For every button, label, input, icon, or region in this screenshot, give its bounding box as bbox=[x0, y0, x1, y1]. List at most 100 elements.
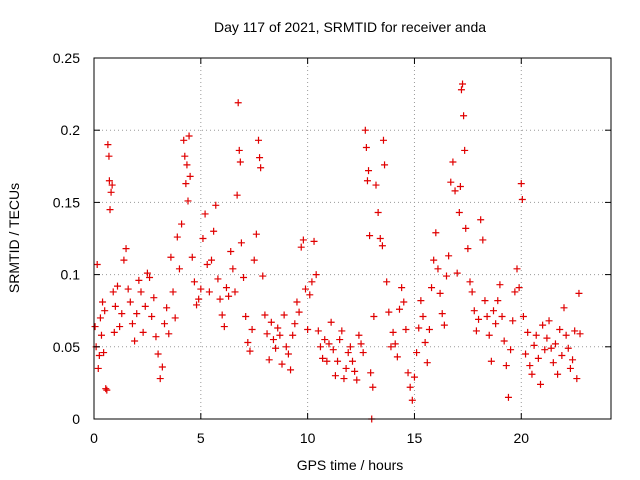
data-point-marker bbox=[220, 323, 228, 331]
data-point-marker bbox=[363, 177, 371, 185]
data-point-marker bbox=[462, 224, 470, 232]
data-point-marker bbox=[385, 308, 393, 316]
data-point-marker bbox=[314, 327, 322, 335]
data-point-marker bbox=[312, 271, 320, 279]
data-point-marker bbox=[576, 330, 584, 338]
data-point-marker bbox=[556, 325, 564, 333]
data-point-marker bbox=[428, 284, 436, 292]
data-point-marker bbox=[349, 357, 356, 365]
data-point-marker bbox=[156, 375, 164, 383]
data-point-marker bbox=[99, 298, 107, 306]
data-point-marker bbox=[169, 288, 177, 296]
data-point-marker bbox=[297, 243, 305, 251]
data-point-marker bbox=[236, 158, 244, 166]
data-point-marker bbox=[289, 331, 297, 339]
data-point-marker bbox=[393, 353, 401, 361]
data-point-marker bbox=[255, 136, 262, 144]
data-point-marker bbox=[485, 331, 493, 339]
data-point-marker bbox=[218, 311, 226, 319]
data-point-marker bbox=[276, 331, 284, 339]
data-point-marker bbox=[91, 323, 99, 331]
data-point-marker bbox=[106, 206, 114, 214]
data-point-marker bbox=[146, 273, 154, 281]
data-point-marker bbox=[101, 307, 109, 315]
data-point-marker bbox=[205, 288, 213, 296]
y-tick-label: 0.05 bbox=[53, 339, 80, 355]
data-point-marker bbox=[181, 152, 189, 160]
data-point-marker bbox=[274, 324, 282, 332]
data-point-marker bbox=[453, 269, 461, 277]
data-point-marker bbox=[109, 288, 117, 296]
data-point-marker bbox=[282, 343, 290, 351]
data-point-marker bbox=[329, 346, 337, 354]
data-point-marker bbox=[108, 181, 116, 189]
data-point-marker bbox=[383, 278, 391, 286]
data-point-marker bbox=[235, 146, 243, 154]
data-point-marker bbox=[167, 253, 175, 261]
data-point-marker bbox=[417, 297, 425, 305]
data-point-marker bbox=[120, 256, 128, 264]
data-point-marker bbox=[234, 99, 242, 107]
x-tick-label: 15 bbox=[407, 430, 423, 446]
data-point-marker bbox=[173, 233, 181, 241]
x-tick-label: 5 bbox=[197, 430, 205, 446]
data-point-marker bbox=[280, 311, 288, 319]
data-point-marker bbox=[530, 341, 538, 349]
data-point-marker bbox=[517, 180, 525, 188]
y-tick-label: 0.1 bbox=[61, 267, 81, 283]
data-point-marker bbox=[554, 370, 562, 378]
data-point-marker bbox=[372, 181, 380, 189]
data-point-marker bbox=[443, 272, 450, 280]
data-point-marker bbox=[518, 196, 526, 204]
data-point-marker bbox=[509, 317, 517, 325]
data-point-marker bbox=[94, 364, 102, 372]
data-point-marker bbox=[178, 220, 186, 228]
data-point-marker bbox=[534, 354, 542, 362]
chart-title: Day 117 of 2021, SRMTID for receiver and… bbox=[214, 19, 486, 35]
data-point-marker bbox=[104, 141, 112, 149]
data-point-marker bbox=[494, 297, 502, 305]
data-point-marker bbox=[398, 284, 406, 292]
data-point-marker bbox=[549, 359, 557, 367]
data-point-marker bbox=[404, 369, 412, 377]
data-point-marker bbox=[287, 366, 295, 374]
data-point-marker bbox=[400, 298, 408, 306]
data-point-marker bbox=[472, 327, 480, 335]
data-point-marker bbox=[532, 331, 540, 339]
data-point-marker bbox=[575, 289, 583, 297]
data-point-marker bbox=[571, 327, 579, 335]
data-point-marker bbox=[304, 325, 312, 333]
data-point-marker bbox=[413, 349, 421, 357]
data-point-marker bbox=[438, 310, 446, 318]
data-point-marker bbox=[103, 386, 111, 394]
data-point-marker bbox=[284, 350, 292, 358]
data-point-marker bbox=[185, 132, 193, 140]
data-point-marker bbox=[558, 351, 566, 359]
tick-labels: 0 5 10 15 20 0 0.05 0.1 0.15 0.2 0.25 bbox=[53, 50, 530, 446]
data-point-marker bbox=[389, 328, 397, 336]
data-point-marker bbox=[197, 285, 205, 293]
data-point-marker bbox=[148, 312, 156, 320]
data-point-marker bbox=[445, 252, 453, 260]
data-point-marker bbox=[387, 343, 395, 351]
data-point-marker bbox=[526, 362, 534, 370]
data-point-marker bbox=[573, 375, 581, 383]
data-point-marker bbox=[188, 253, 196, 261]
data-point-marker bbox=[165, 330, 173, 338]
data-point-marker bbox=[511, 288, 519, 296]
data-point-marker bbox=[110, 328, 118, 336]
data-point-marker bbox=[203, 260, 211, 268]
data-point-marker bbox=[378, 242, 386, 250]
data-point-marker bbox=[246, 347, 254, 355]
data-point-marker bbox=[114, 282, 121, 290]
data-point-marker bbox=[122, 245, 130, 253]
data-point-marker bbox=[361, 126, 369, 134]
data-point-marker bbox=[430, 256, 438, 264]
data-point-marker bbox=[95, 351, 103, 359]
data-point-marker bbox=[543, 334, 551, 342]
data-point-marker bbox=[379, 136, 387, 144]
data-point-marker bbox=[502, 362, 510, 370]
data-point-marker bbox=[316, 343, 324, 351]
data-point-marker bbox=[504, 393, 512, 401]
data-point-marker bbox=[128, 320, 136, 328]
